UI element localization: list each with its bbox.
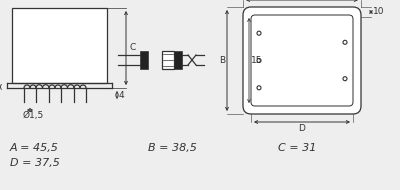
Bar <box>174 51 182 69</box>
Text: B: B <box>219 56 225 65</box>
Circle shape <box>257 86 261 90</box>
Bar <box>140 51 148 69</box>
Circle shape <box>257 59 261 63</box>
Text: 15: 15 <box>251 56 262 65</box>
Text: Ø1,5: Ø1,5 <box>23 111 44 120</box>
Circle shape <box>343 40 347 44</box>
Text: 4: 4 <box>119 90 125 100</box>
FancyBboxPatch shape <box>251 15 353 106</box>
Bar <box>162 51 174 69</box>
Text: A = 45,5: A = 45,5 <box>10 143 59 153</box>
Text: C = 31: C = 31 <box>278 143 316 153</box>
Bar <box>12 8 107 83</box>
FancyBboxPatch shape <box>243 7 361 114</box>
Circle shape <box>257 31 261 35</box>
Text: B = 38,5: B = 38,5 <box>148 143 197 153</box>
Text: D: D <box>298 124 306 133</box>
Circle shape <box>343 77 347 81</box>
Text: 10: 10 <box>373 6 384 16</box>
Text: D = 37,5: D = 37,5 <box>10 158 60 168</box>
Text: C: C <box>129 44 135 52</box>
